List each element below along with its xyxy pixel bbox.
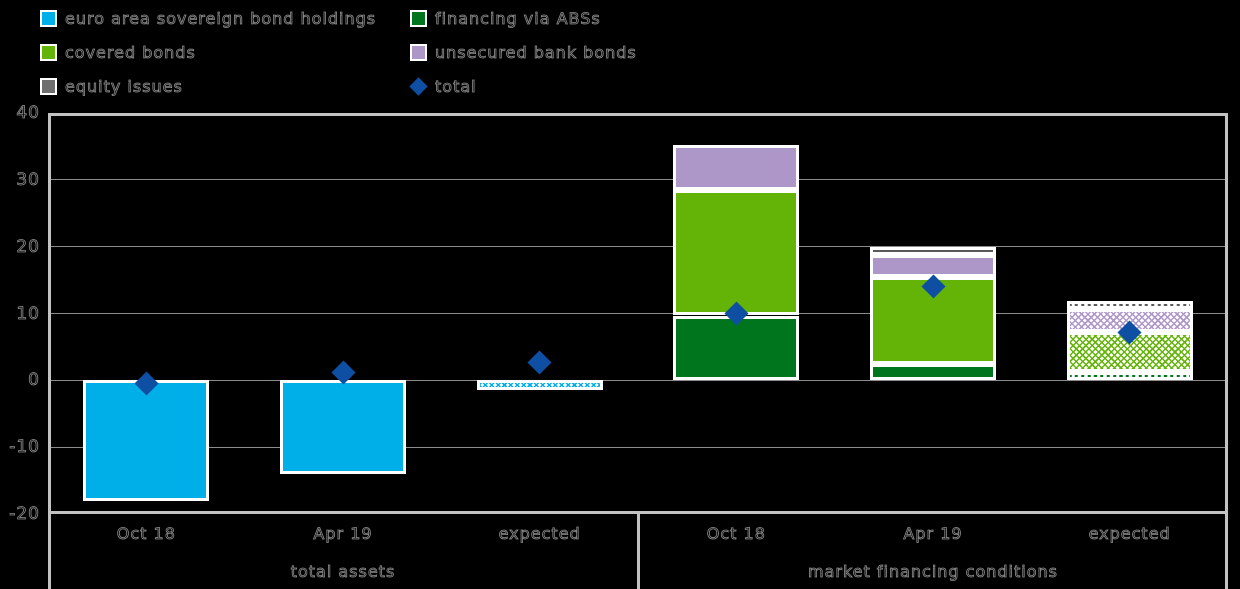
axis-group-divider — [637, 514, 640, 589]
x-category-label: Apr 19 — [313, 524, 373, 544]
bar-segment-financing-via-abss — [870, 363, 996, 381]
abs-swatch-icon — [410, 9, 427, 27]
legend-item-sovereign: euro area sovereign bond holdings — [40, 7, 376, 29]
total-diamond-icon — [409, 76, 428, 96]
sovereign-swatch-icon — [40, 9, 57, 27]
x-category-label: expected — [1088, 524, 1171, 544]
y-tick-label: 20 — [16, 236, 40, 257]
legend-item-abs: financing via ABSs — [410, 7, 601, 29]
y-tick-label: -20 — [9, 504, 40, 525]
y-tick-label: -10 — [9, 437, 40, 458]
y-tick-label: 30 — [16, 169, 40, 190]
x-category-label: Apr 19 — [903, 524, 963, 544]
legend-item-unsecured: unsecured bank bonds — [410, 41, 637, 63]
gridline — [48, 179, 1228, 181]
legend-item-equity: equity issues — [40, 75, 183, 97]
bar-segment-financing-via-abss — [673, 315, 800, 381]
bar-segment-equity-issues — [1066, 300, 1193, 310]
plot-frame — [48, 113, 1228, 514]
axis-border-left — [48, 514, 51, 589]
bar-segment-financing-via-abss — [1066, 372, 1193, 381]
legend-label: unsecured bank bonds — [435, 42, 637, 62]
unsecured-swatch-icon — [410, 43, 427, 61]
legend-label: financing via ABSs — [435, 8, 601, 28]
axis-border-right — [1225, 514, 1228, 589]
legend-item-total: total — [409, 75, 477, 97]
y-tick-label: 10 — [16, 303, 40, 324]
gridline — [48, 313, 1228, 314]
legend-label: euro area sovereign bond holdings — [65, 8, 377, 28]
group-label-market-financing: market financing conditions — [808, 562, 1058, 582]
bar-segment-unsecured-bank-bonds — [673, 145, 800, 190]
group-label-total-assets: total assets — [290, 562, 396, 582]
legend-label: equity issues — [65, 76, 183, 96]
gridline — [48, 246, 1228, 248]
bar-segment-euro-area-sovereign-bond-holdings — [83, 380, 210, 501]
legend-label: covered bonds — [65, 42, 196, 62]
y-tick-label: 40 — [16, 103, 40, 124]
bar-segment-euro-area-sovereign-bond-holdings — [476, 380, 603, 391]
bar-segment-equity-issues — [870, 246, 996, 255]
legend-item-covered: covered bonds — [40, 41, 196, 63]
gridline — [48, 379, 1228, 381]
equity-swatch-icon — [40, 77, 57, 95]
bar-segment-covered-bonds — [673, 189, 800, 316]
x-category-label: Oct 18 — [116, 524, 176, 544]
x-category-label: Oct 18 — [706, 524, 766, 544]
x-category-label: expected — [498, 524, 581, 544]
y-tick-label: 0 — [28, 370, 40, 391]
gridline — [48, 446, 1228, 448]
legend-label: total — [435, 76, 477, 96]
covered-swatch-icon — [40, 43, 57, 61]
